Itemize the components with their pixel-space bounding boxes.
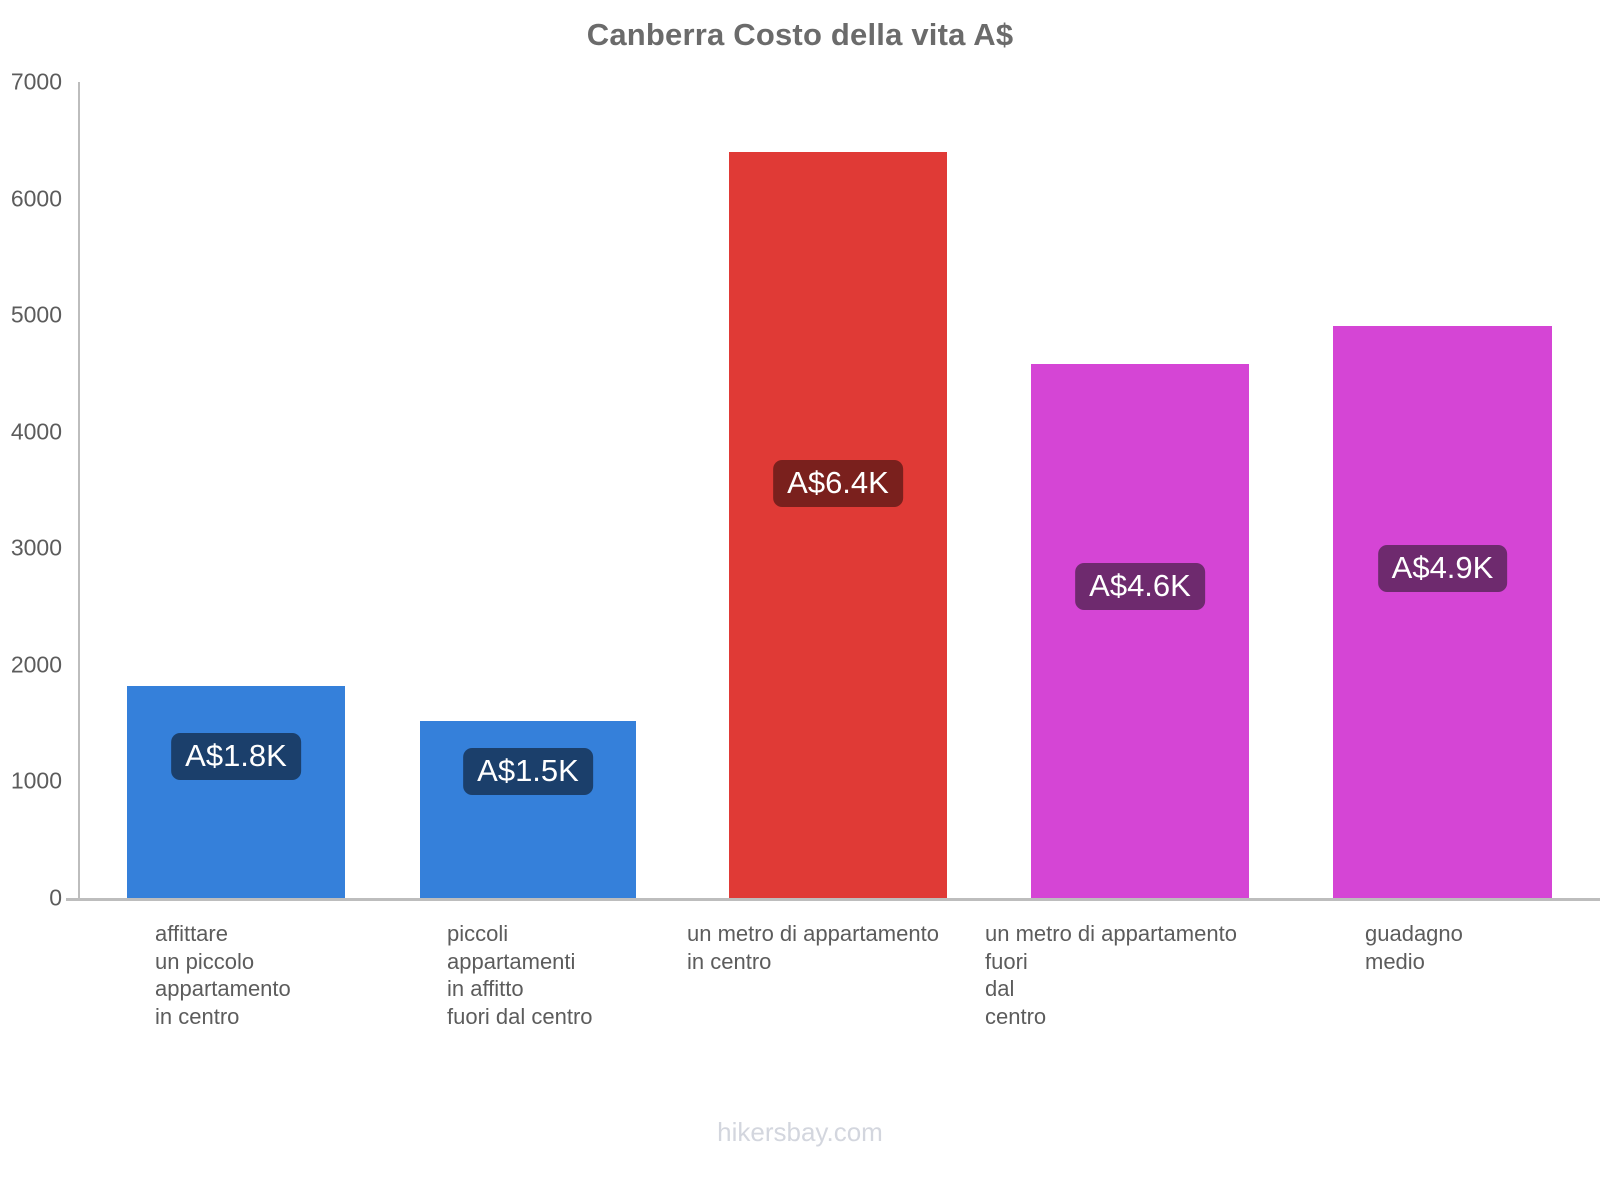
x-category-label: un metro di appartamento in centro [687, 921, 939, 974]
y-tick-label: 6000 [10, 185, 62, 212]
y-tick-label: 0 [49, 884, 62, 911]
x-category-label: guadagno medio [1365, 921, 1463, 974]
bar[interactable] [729, 151, 947, 898]
x-axis-line [66, 898, 1600, 901]
y-tick-label: 7000 [10, 68, 62, 95]
y-tick-label: 2000 [10, 651, 62, 678]
y-axis-line [78, 82, 80, 900]
source-watermark: hikersbay.com [717, 1117, 883, 1147]
x-category-label: un metro di appartamento fuori dal centr… [985, 921, 1237, 1029]
y-tick-label: 4000 [10, 418, 62, 445]
x-category-label: affittare un piccolo appartamento in cen… [155, 921, 291, 1029]
y-tick-label: 3000 [10, 534, 62, 561]
bar[interactable] [127, 685, 345, 898]
bar-value-label: A$6.4K [773, 460, 903, 507]
y-tick-label: 5000 [10, 301, 62, 328]
bar-value-label: A$4.6K [1075, 563, 1205, 610]
y-tick-label: 1000 [10, 767, 62, 794]
bar-value-label: A$4.9K [1377, 545, 1508, 592]
x-category-label: piccoli appartamenti in affitto fuori da… [447, 921, 593, 1029]
bar[interactable] [1031, 364, 1249, 898]
bar[interactable] [1333, 325, 1552, 898]
page-title: Canberra Costo della vita A$ [586, 17, 1014, 52]
bar-value-label: A$1.8K [171, 733, 301, 780]
bar-value-label: A$1.5K [463, 748, 593, 795]
